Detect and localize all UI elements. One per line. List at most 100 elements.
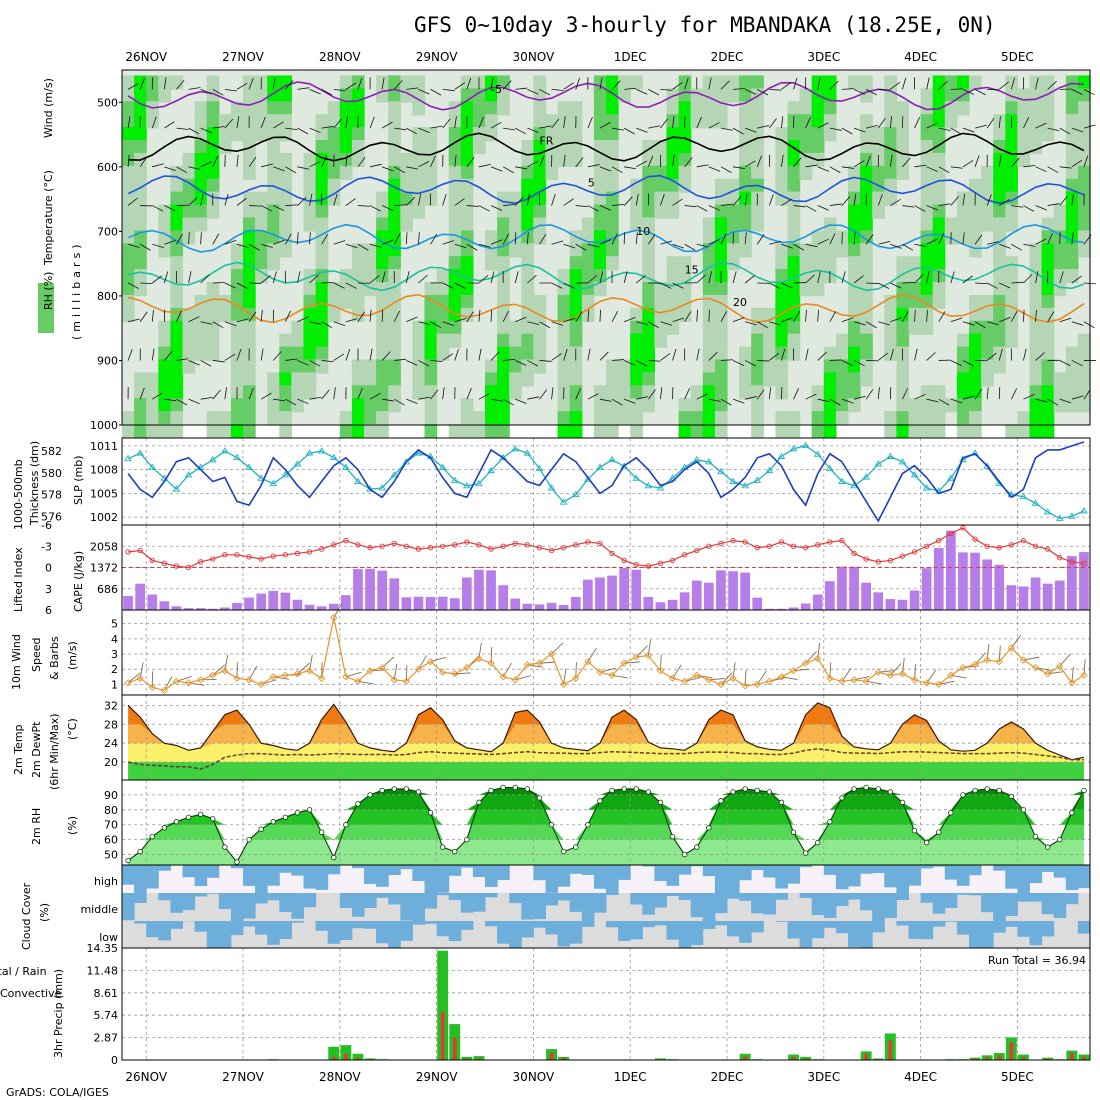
bottom-date-label: 26NOV bbox=[125, 1070, 167, 1084]
thickness-tick-label: 578 bbox=[41, 489, 62, 502]
li-marker bbox=[222, 552, 228, 558]
rh-cell bbox=[134, 424, 147, 439]
temp-line bbox=[127, 702, 1085, 761]
wind-barb bbox=[321, 360, 334, 363]
wind-barb bbox=[490, 121, 502, 129]
wind-barb bbox=[902, 77, 907, 90]
rh-cell bbox=[739, 191, 752, 206]
wind10-marker bbox=[499, 673, 507, 681]
rh2m-marker bbox=[185, 814, 192, 820]
wind-barb bbox=[1023, 205, 1035, 212]
wind10-marker bbox=[572, 674, 580, 682]
cloud-cell bbox=[944, 865, 958, 880]
wind10-marker bbox=[608, 671, 616, 679]
li-marker bbox=[1069, 559, 1075, 565]
rh-cell bbox=[351, 256, 365, 271]
wind-barb bbox=[236, 318, 249, 323]
cloud-cell bbox=[206, 893, 220, 894]
rh-cell bbox=[739, 165, 752, 180]
rh-cell bbox=[303, 165, 317, 180]
rh-cell bbox=[509, 333, 522, 348]
cloud-cell bbox=[739, 865, 752, 881]
thickness-marker bbox=[777, 452, 786, 459]
rh-cell bbox=[860, 269, 873, 284]
wind-barb bbox=[515, 87, 528, 90]
upper-ylabel-mb: (millibars) bbox=[70, 241, 83, 341]
rh-cell bbox=[787, 256, 801, 271]
cloud-cell bbox=[908, 921, 922, 939]
wind10-marker bbox=[390, 676, 398, 684]
cloud-cell bbox=[557, 893, 571, 901]
cloud-cell bbox=[315, 865, 329, 890]
wind10-marker bbox=[547, 650, 556, 658]
wind-barb bbox=[309, 396, 322, 400]
cape-bar bbox=[885, 599, 896, 610]
wind-barb bbox=[248, 77, 254, 90]
wind-barb bbox=[127, 243, 140, 248]
thickness-marker bbox=[221, 447, 229, 454]
wind-barb bbox=[623, 360, 636, 366]
rh2m-marker bbox=[972, 787, 978, 794]
rh-cell bbox=[545, 114, 559, 129]
rh-cell bbox=[751, 346, 764, 361]
wind-barb bbox=[284, 310, 291, 322]
rh-cell bbox=[787, 320, 801, 335]
rh-cell bbox=[243, 127, 256, 142]
wind10-marker bbox=[681, 677, 689, 685]
rh-cell bbox=[956, 424, 970, 439]
rh-cell bbox=[678, 101, 692, 116]
rh-cell bbox=[182, 178, 196, 193]
wind-barb bbox=[260, 309, 263, 322]
wind-barb bbox=[273, 121, 284, 129]
thickness-marker bbox=[801, 441, 810, 449]
wind-barb bbox=[406, 196, 416, 206]
rh-cell bbox=[339, 101, 353, 116]
rh2m-marker bbox=[476, 799, 482, 806]
rh-cell bbox=[315, 320, 329, 335]
rh-cell bbox=[751, 424, 764, 439]
rh-cell bbox=[376, 411, 389, 426]
rh-cell bbox=[291, 320, 305, 335]
rh-cell bbox=[920, 269, 934, 284]
wind-barb bbox=[829, 127, 842, 131]
cloud-cell bbox=[969, 865, 982, 876]
rh-cell bbox=[291, 333, 305, 348]
cloud-cell bbox=[835, 893, 849, 906]
rh-cell bbox=[533, 204, 547, 219]
wind-barb bbox=[393, 310, 400, 322]
rh-cell bbox=[388, 204, 401, 219]
rh-cell bbox=[606, 127, 619, 142]
rh-cell bbox=[1005, 424, 1018, 439]
rh-cell bbox=[448, 243, 462, 258]
wind-barb bbox=[587, 309, 590, 322]
cloud-cell bbox=[122, 893, 135, 921]
upper-tick-label: 600 bbox=[97, 161, 118, 174]
rh-cell bbox=[835, 346, 849, 361]
cloud-cell bbox=[751, 893, 764, 914]
rh-cell bbox=[811, 243, 825, 258]
rh-cell bbox=[993, 294, 1006, 310]
rh-cell bbox=[606, 385, 619, 400]
rh-cell bbox=[170, 243, 184, 258]
cape-bar bbox=[583, 579, 593, 610]
rh-cell bbox=[485, 411, 498, 426]
rh2m-marker bbox=[911, 828, 918, 834]
rh-cell bbox=[1065, 398, 1079, 413]
cloud-cell bbox=[485, 921, 498, 927]
wind-barb bbox=[478, 116, 484, 129]
cloud-cell bbox=[230, 893, 244, 921]
rh-cell bbox=[122, 127, 135, 142]
rh-cell bbox=[606, 230, 619, 245]
rh-cell bbox=[206, 307, 220, 322]
rh-cell bbox=[606, 411, 619, 426]
wind-barb bbox=[1047, 398, 1059, 406]
rh-cell bbox=[1041, 411, 1055, 426]
rh-cell bbox=[460, 204, 474, 219]
wind10-marker bbox=[971, 661, 979, 669]
temp-tick-label: 20 bbox=[104, 756, 118, 769]
wind-barb bbox=[817, 351, 827, 361]
rh-cell bbox=[230, 294, 244, 310]
cloud-cell bbox=[920, 921, 934, 940]
cloud-cell bbox=[823, 865, 837, 875]
wind10-marker bbox=[293, 670, 302, 678]
